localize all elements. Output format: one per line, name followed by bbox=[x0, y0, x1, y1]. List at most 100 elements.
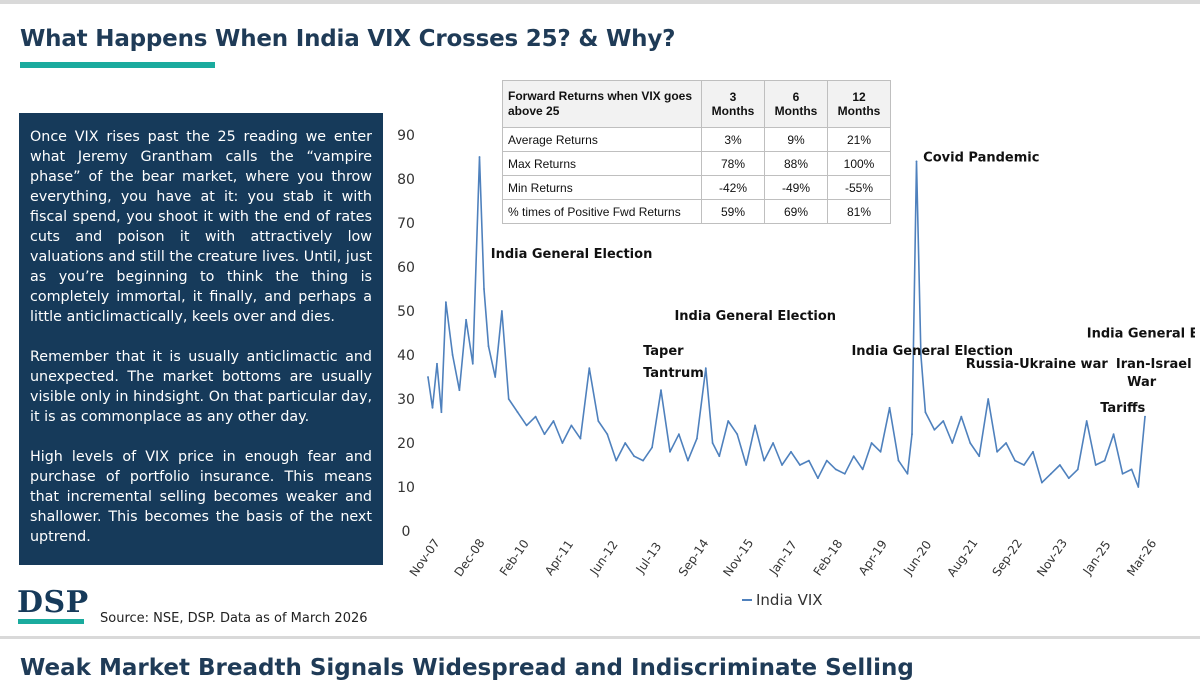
data-point bbox=[588, 367, 591, 370]
commentary-paragraph-1: Once VIX rises past the 25 reading we en… bbox=[30, 129, 372, 325]
data-point bbox=[687, 459, 689, 462]
table-row: % times of Positive Fwd Returns 59% 69% … bbox=[502, 199, 891, 224]
data-point bbox=[1005, 442, 1007, 444]
y-tick-label: 70 bbox=[397, 216, 415, 232]
table-cell: 81% bbox=[827, 199, 891, 224]
chart-annotation: Taper bbox=[643, 344, 684, 359]
data-point bbox=[1112, 433, 1115, 436]
data-point bbox=[507, 398, 510, 400]
x-tick-label: Aug-21 bbox=[944, 536, 980, 579]
chart-annotation: India General Election bbox=[674, 309, 836, 324]
dsp-logo: DSP bbox=[17, 585, 89, 620]
data-point bbox=[1103, 459, 1106, 462]
data-point bbox=[727, 420, 730, 422]
data-point bbox=[660, 389, 662, 392]
data-point bbox=[736, 433, 739, 436]
x-tick-label: Nov-15 bbox=[720, 536, 756, 579]
commentary-box: Once VIX rises past the 25 reading we en… bbox=[19, 113, 383, 565]
data-point bbox=[1094, 464, 1097, 466]
x-tick-label: Jan-17 bbox=[766, 538, 800, 578]
data-point bbox=[624, 442, 627, 444]
data-point bbox=[870, 442, 873, 444]
x-tick-label: Jun-12 bbox=[587, 538, 621, 578]
data-point bbox=[1032, 450, 1034, 453]
data-point bbox=[888, 406, 891, 409]
chart-annotation: War bbox=[1127, 375, 1157, 390]
data-point bbox=[942, 420, 945, 422]
chart-annotation: Covid Pandemic bbox=[923, 150, 1039, 165]
data-point bbox=[1050, 472, 1052, 475]
data-point bbox=[534, 415, 537, 418]
data-point bbox=[427, 376, 429, 378]
table-cell: 88% bbox=[764, 151, 828, 176]
data-point bbox=[987, 398, 990, 400]
forward-returns-table: Forward Returns when VIX goes above 25 3… bbox=[502, 80, 891, 224]
data-point bbox=[911, 433, 913, 436]
x-tick-label: Dec-08 bbox=[452, 536, 488, 579]
data-point bbox=[678, 433, 680, 436]
data-point bbox=[772, 442, 774, 444]
x-tick-label: Nov-23 bbox=[1034, 536, 1070, 579]
table-header-row: Forward Returns when VIX goes above 25 3… bbox=[502, 80, 891, 128]
x-tick-label: Jan-25 bbox=[1080, 538, 1114, 578]
x-tick-label: Nov-07 bbox=[407, 536, 443, 579]
data-point bbox=[436, 362, 438, 365]
data-point bbox=[790, 450, 792, 453]
chart-annotation: India General Election bbox=[1087, 326, 1195, 341]
data-point bbox=[525, 424, 528, 427]
data-point bbox=[852, 455, 855, 458]
forward-returns-table-wrap: Forward Returns when VIX goes above 25 3… bbox=[502, 80, 891, 224]
table-cell: -42% bbox=[701, 175, 765, 200]
data-point bbox=[651, 446, 653, 449]
next-slide-title: Weak Market Breadth Signals Widespread a… bbox=[20, 655, 914, 681]
data-point bbox=[711, 442, 714, 444]
x-tick-label: Sep-22 bbox=[989, 536, 1025, 579]
table-cell: 100% bbox=[827, 151, 891, 176]
data-point bbox=[960, 415, 963, 418]
table-cell: 78% bbox=[701, 151, 765, 176]
data-point bbox=[445, 301, 447, 304]
y-tick-label: 10 bbox=[397, 480, 415, 496]
data-point bbox=[597, 420, 600, 422]
data-point bbox=[552, 420, 555, 422]
source-note: Source: NSE, DSP. Data as of March 2026 bbox=[100, 611, 368, 626]
table-cell: 3% bbox=[701, 127, 765, 152]
data-point bbox=[861, 468, 864, 471]
data-point bbox=[834, 468, 837, 471]
table-header-cell: 12 Months bbox=[827, 80, 891, 128]
data-point bbox=[579, 437, 582, 440]
data-point bbox=[1014, 459, 1016, 462]
page-title: What Happens When India VIX Crosses 25? … bbox=[20, 26, 676, 52]
data-point bbox=[825, 459, 828, 462]
y-tick-label: 60 bbox=[397, 260, 415, 276]
title-underline bbox=[20, 62, 215, 68]
chart-annotation: India General Election bbox=[491, 247, 653, 262]
data-point bbox=[808, 459, 810, 462]
chart-annotation: Iran-Israel bbox=[1116, 357, 1192, 372]
data-point bbox=[516, 411, 519, 414]
x-tick-label: Jul-13 bbox=[633, 540, 665, 577]
y-tick-label: 20 bbox=[397, 436, 415, 452]
x-tick-label: Jun-20 bbox=[900, 538, 934, 578]
chart-annotation: Tariffs bbox=[1100, 401, 1145, 416]
table-cell: 21% bbox=[827, 127, 891, 152]
data-point bbox=[431, 406, 434, 409]
logo-accent-bar bbox=[18, 619, 84, 624]
table-row: Average Returns 3% 9% 21% bbox=[502, 127, 891, 152]
data-point bbox=[451, 354, 454, 356]
data-point bbox=[763, 459, 765, 462]
x-tick-label: Apr-19 bbox=[856, 537, 890, 577]
y-tick-label: 30 bbox=[397, 392, 415, 408]
table-header-cell: 6 Months bbox=[764, 80, 828, 128]
chart-annotation: India General Election bbox=[851, 344, 1013, 359]
y-tick-label: 0 bbox=[402, 524, 411, 540]
table-cell: -49% bbox=[764, 175, 828, 200]
table-cell: 9% bbox=[764, 127, 828, 152]
data-point bbox=[1137, 486, 1140, 488]
x-tick-label: Sep-14 bbox=[676, 536, 712, 579]
x-tick-label: Feb-10 bbox=[497, 537, 532, 579]
data-point bbox=[543, 433, 546, 436]
data-point bbox=[978, 455, 981, 458]
data-point bbox=[1130, 468, 1133, 471]
table-header-cell: 3 Months bbox=[701, 80, 765, 128]
